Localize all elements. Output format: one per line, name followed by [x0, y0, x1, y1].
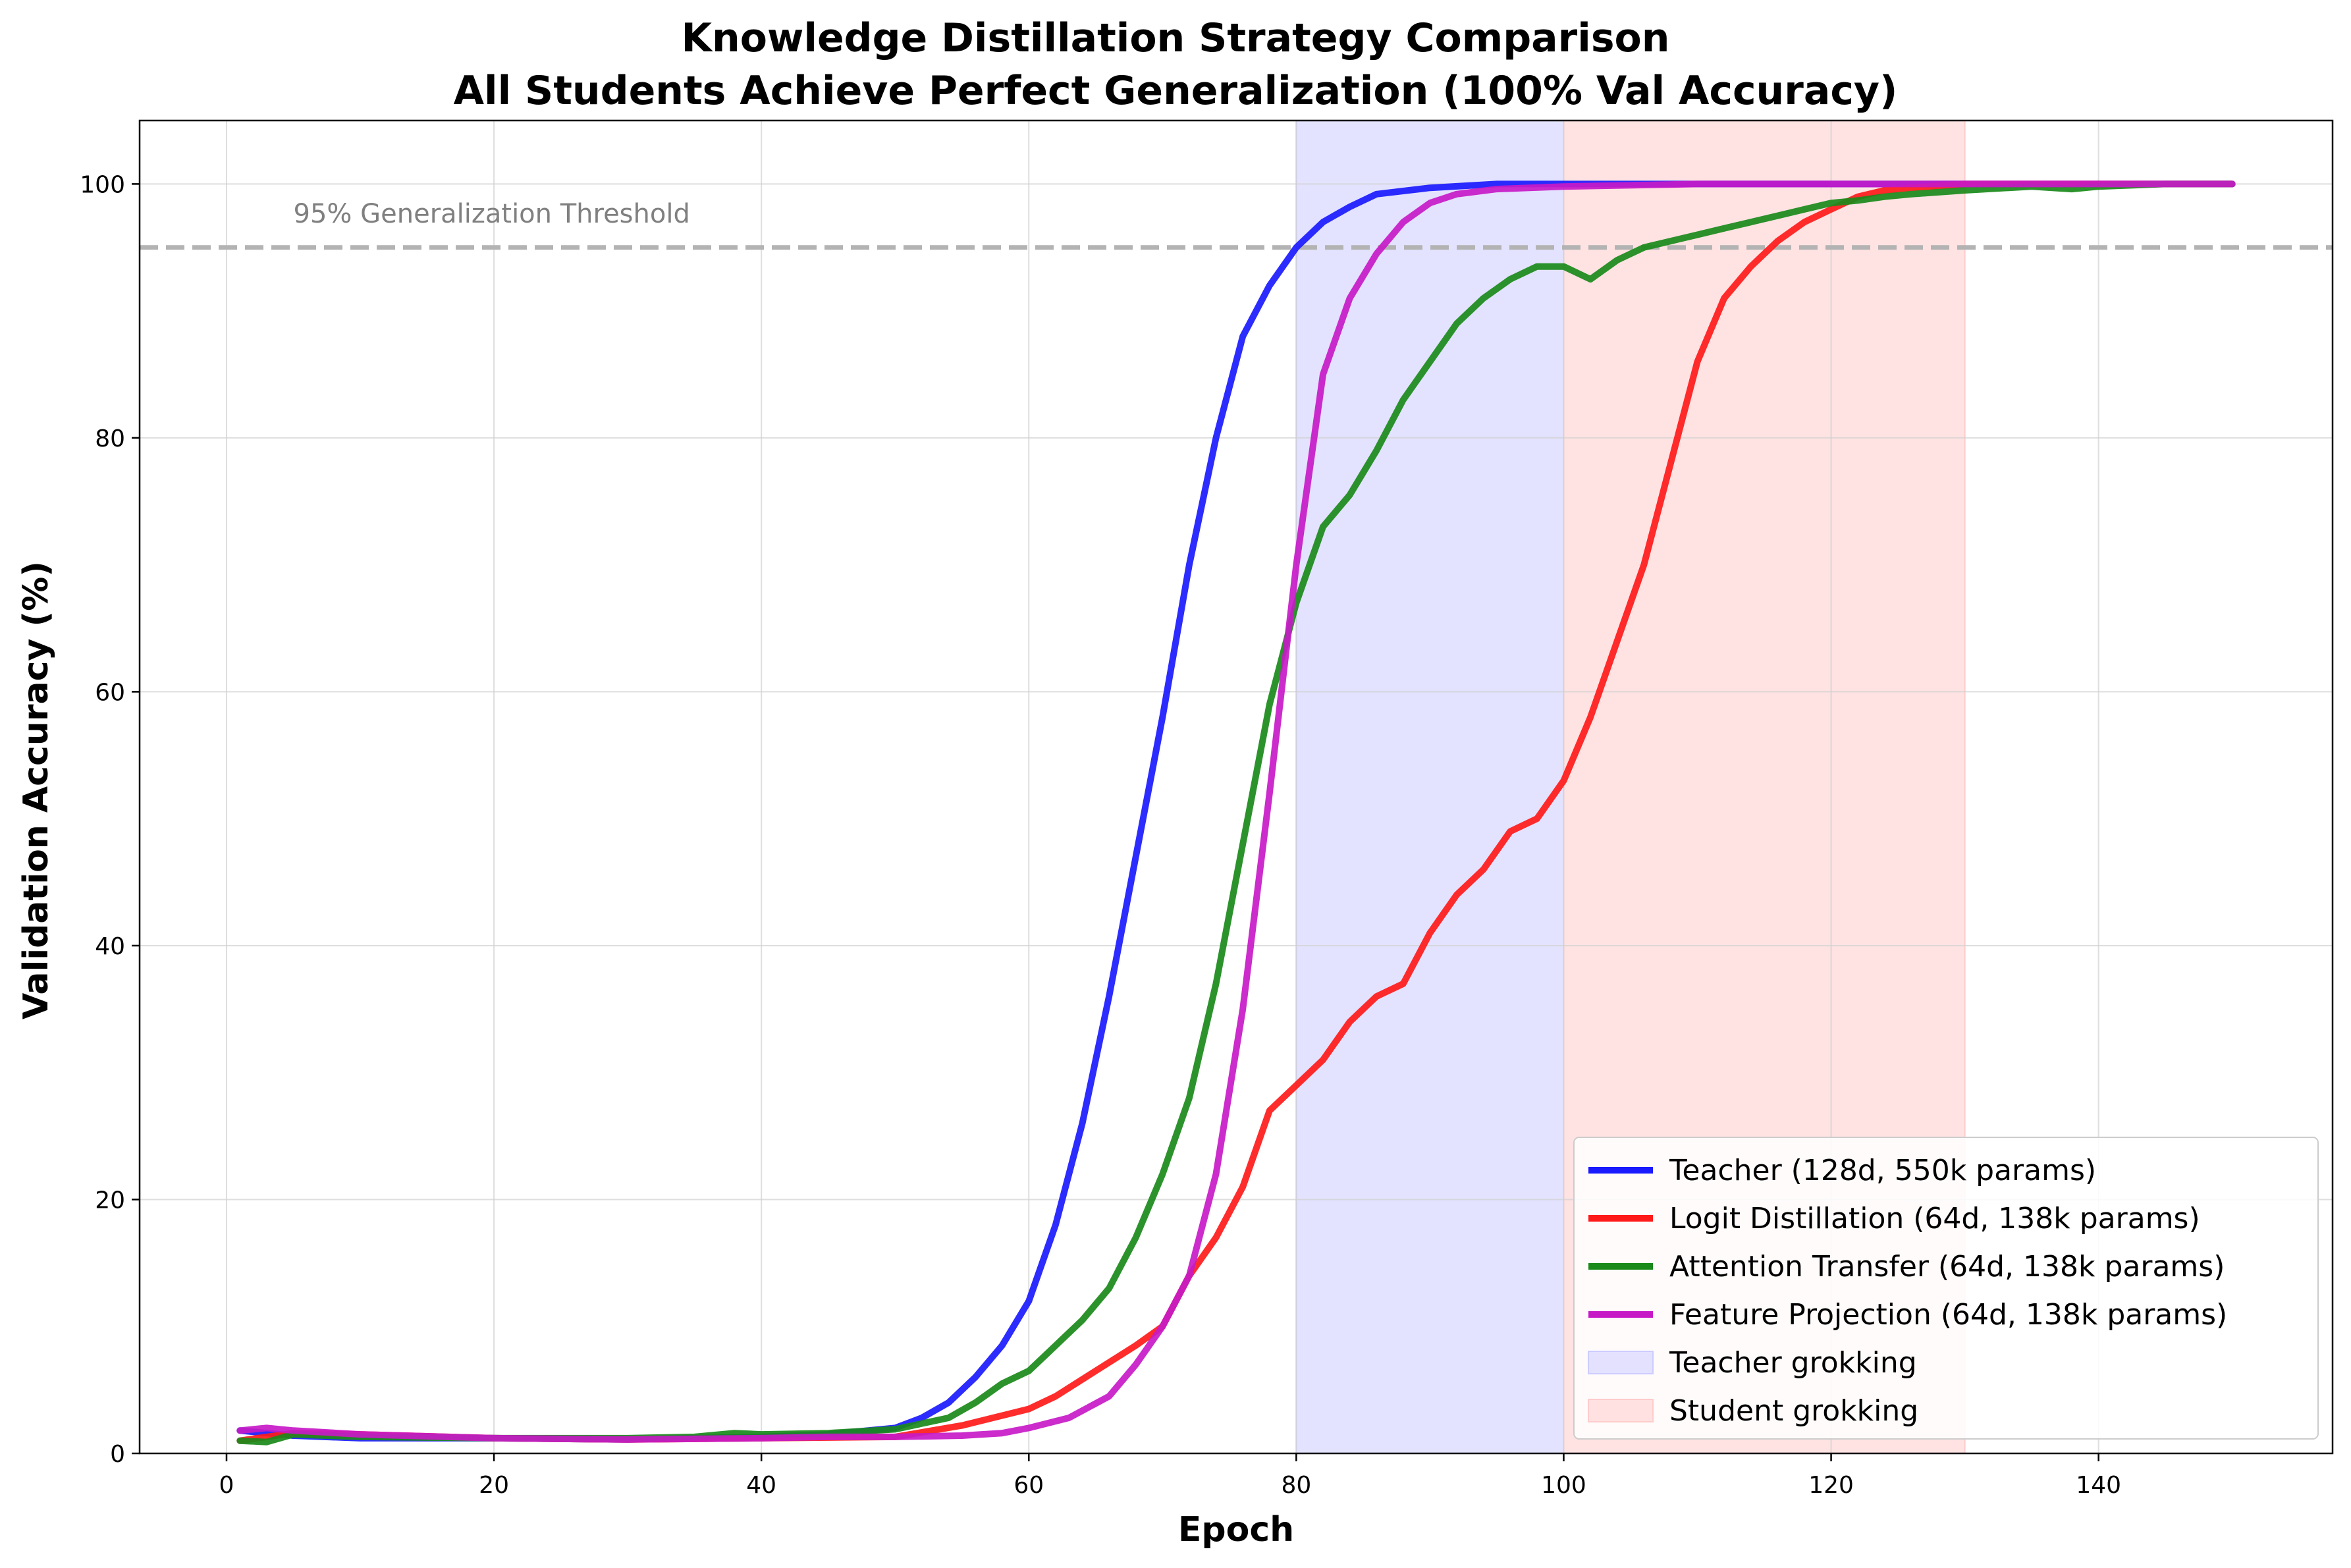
y-tick-label: 40: [95, 933, 125, 960]
y-tick-label: 100: [80, 171, 125, 198]
series-layer: [236, 180, 2236, 1446]
x-tick-label: 80: [1281, 1472, 1311, 1499]
x-tick-label: 40: [746, 1472, 776, 1499]
x-tick-label: 120: [1808, 1472, 1854, 1499]
legend-label: Teacher grokking: [1669, 1346, 1917, 1380]
x-tick-label: 20: [479, 1472, 509, 1499]
x-axis-title: Epoch: [1178, 1510, 1294, 1550]
legend-label: Teacher (128d, 550k params): [1669, 1154, 2096, 1187]
y-tick-label: 80: [95, 425, 125, 452]
legend-label: Logit Distillation (64d, 138k params): [1669, 1202, 2200, 1235]
span-teacher-grokking: [1295, 120, 1565, 1454]
x-tick-label: 60: [1013, 1472, 1044, 1499]
threshold-label: 95% Generalization Threshold: [294, 199, 690, 229]
y-tick-label: 20: [95, 1187, 125, 1214]
legend-box: [1573, 1137, 2319, 1440]
legend: Teacher (128d, 550k params) Logit Distill…: [1573, 1137, 2319, 1440]
legend-label: Attention Transfer (64d, 138k params): [1669, 1250, 2225, 1284]
chart-title-line2: All Students Achieve Perfect Generalizat…: [454, 68, 1898, 114]
series-line-2: [236, 180, 2236, 1446]
x-tick-label: 100: [1541, 1472, 1586, 1499]
y-axis-title: Validation Accuracy (%): [16, 561, 56, 1019]
plot-frame: [138, 119, 2334, 1455]
y-tick-label: 0: [110, 1441, 125, 1468]
ticks-layer: 0 20 40 60 80 100 120 140 0 20 40 60 80 100: [80, 171, 2121, 1499]
y-tick-label: 60: [95, 679, 125, 706]
legend-swatch-patch: [1588, 1351, 1654, 1374]
series-line-3: [236, 180, 2236, 1443]
legend-swatch-patch: [1588, 1399, 1654, 1422]
chart-title-line1: Knowledge Distillation Strategy Comparis…: [682, 15, 1670, 61]
x-tick-label: 140: [2076, 1472, 2121, 1499]
series-line-1: [236, 180, 2236, 1444]
legend-label: Student grokking: [1669, 1394, 1918, 1428]
threshold-layer: 95% Generalization Threshold: [140, 199, 2333, 250]
legend-label: Feature Projection (64d, 138k params): [1669, 1298, 2227, 1332]
x-tick-label: 0: [219, 1472, 234, 1499]
